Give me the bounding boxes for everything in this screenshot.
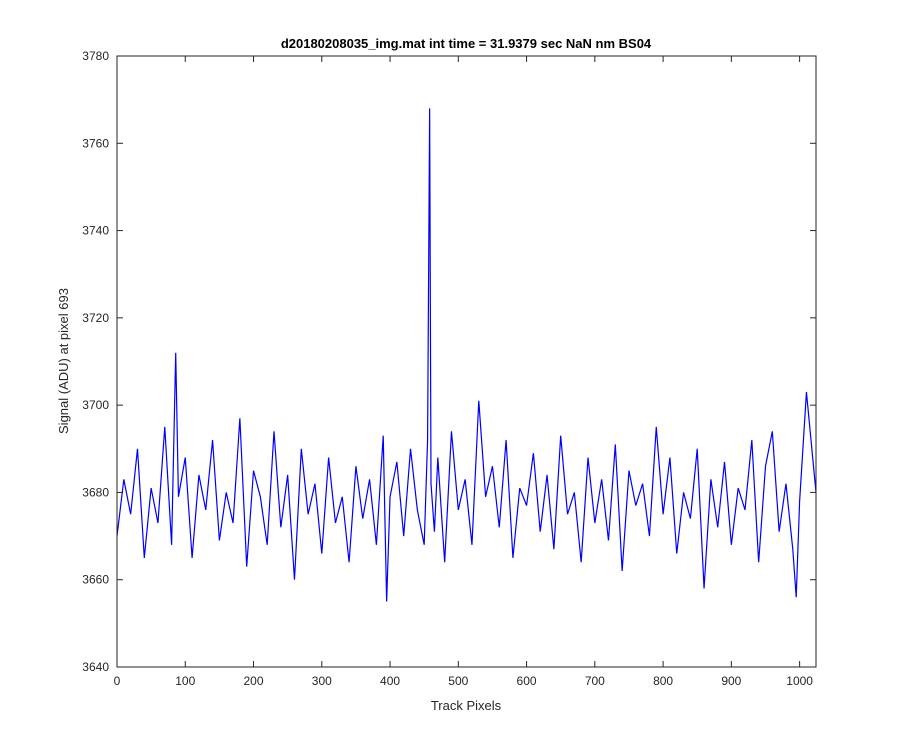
y-tick-label: 3700 bbox=[82, 398, 109, 412]
x-axis-label: Track Pixels bbox=[431, 698, 502, 713]
x-tick-label: 0 bbox=[114, 674, 121, 688]
y-tick-label: 3660 bbox=[82, 573, 109, 587]
x-tick-label: 200 bbox=[244, 674, 264, 688]
ticks-layer: 0 100 200 300 400 500 600 700 800 900 1000 3640 3660… bbox=[82, 49, 816, 688]
chart-title: d20180208035_img.mat int time = 31.9379 … bbox=[281, 36, 652, 51]
x-tick-label: 400 bbox=[380, 674, 400, 688]
y-tick-label: 3740 bbox=[82, 224, 109, 238]
y-tick-label: 3760 bbox=[82, 136, 109, 150]
series-line bbox=[116, 108, 817, 602]
y-tick-label: 3780 bbox=[82, 49, 109, 63]
x-tick-label: 800 bbox=[653, 674, 673, 688]
x-tick-label: 600 bbox=[517, 674, 537, 688]
y-tick-label: 3680 bbox=[82, 485, 109, 499]
x-tick-label: 100 bbox=[175, 674, 195, 688]
y-tick-label: 3640 bbox=[82, 660, 109, 674]
x-tick-label: 1000 bbox=[786, 674, 813, 688]
x-tick-label: 300 bbox=[312, 674, 332, 688]
axes-background bbox=[117, 56, 816, 667]
x-tick-label: 500 bbox=[448, 674, 468, 688]
x-tick-label: 700 bbox=[585, 674, 605, 688]
axes-box bbox=[116, 55, 817, 668]
x-tick-label: 900 bbox=[721, 674, 741, 688]
y-axis-label: Signal (ADU) at pixel 693 bbox=[56, 288, 71, 434]
series-layer bbox=[116, 108, 817, 602]
y-tick-label: 3720 bbox=[82, 311, 109, 325]
